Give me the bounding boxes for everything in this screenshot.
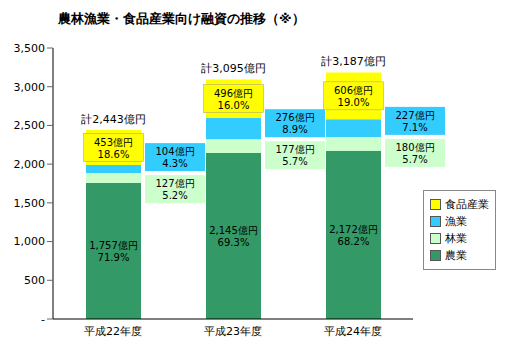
html-text:漁業: 漁業 [445,215,467,228]
svg-text:3,500: 3,500 [14,42,46,55]
html-text:農業: 農業 [445,249,467,262]
svg-text:453億円18.6%: 453億円18.6% [94,137,133,160]
svg-text:227億円7.1%: 227億円7.1% [395,110,434,133]
svg-text:1,500: 1,500 [14,197,46,210]
svg-text:1,757億円71.9%: 1,757億円71.9% [89,240,138,263]
svg-text:3,000: 3,000 [14,81,46,94]
svg-text:計3,187億円: 計3,187億円 [321,55,386,68]
svg-text:-: - [41,313,45,326]
html-text:食品産業: 食品産業 [445,198,489,211]
svg-text:2,145億円69.3%: 2,145億円69.3% [209,225,258,248]
svg-text:2,500: 2,500 [14,119,46,132]
svg-text:2,000: 2,000 [14,158,46,171]
svg-text:496億円16.0%: 496億円16.0% [214,88,253,111]
svg-text:177億円5.7%: 177億円5.7% [275,144,314,167]
svg-text:2,172億円68.2%: 2,172億円68.2% [329,224,378,247]
svg-text:606億円19.0%: 606億円19.0% [334,85,373,108]
svg-text:127億円5.2%: 127億円5.2% [155,178,194,201]
svg-text:180億円5.7%: 180億円5.7% [395,142,434,165]
svg-text:平成24年度: 平成24年度 [324,325,382,338]
svg-text:1,000: 1,000 [14,235,46,248]
svg-text:500: 500 [24,274,45,287]
html-text:林業: 林業 [445,232,467,245]
svg-text:276億円8.9%: 276億円8.9% [275,112,314,135]
svg-text:平成22年度: 平成22年度 [84,325,142,338]
svg-text:平成23年度: 平成23年度 [204,325,262,338]
html-text:農林漁業・食品産業向け融資の推移（※）: 農林漁業・食品産業向け融資の推移（※） [58,11,305,26]
svg-text:計2,443億円: 計2,443億円 [81,113,146,126]
svg-text:104億円4.3%: 104億円4.3% [155,146,194,169]
svg-text:計3,095億円: 計3,095億円 [201,62,266,75]
